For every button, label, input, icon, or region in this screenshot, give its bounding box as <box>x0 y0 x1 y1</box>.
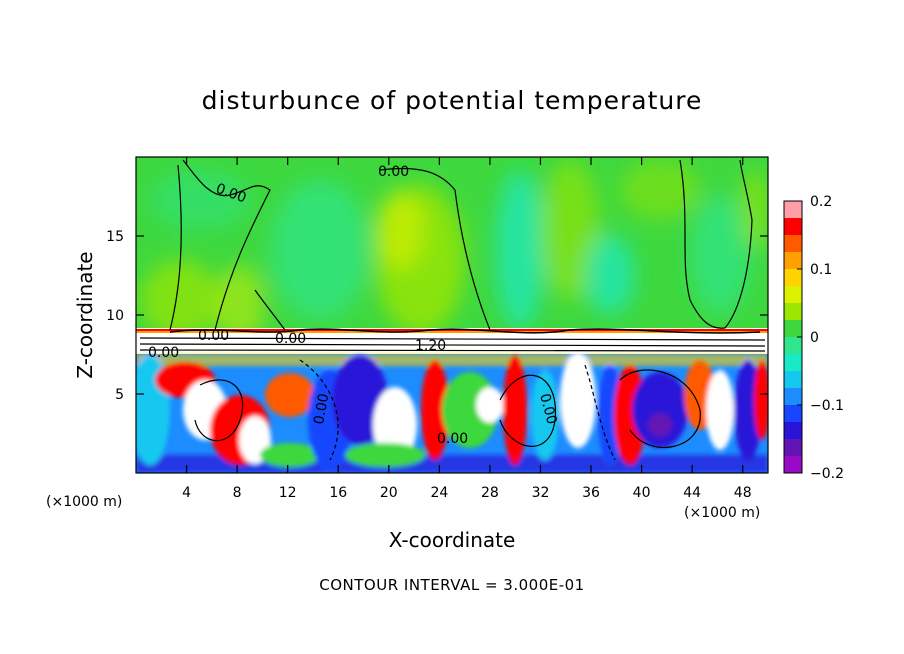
colorbar-tick-label: −0.1 <box>810 398 844 414</box>
contour-label: 0.00 <box>437 431 468 447</box>
colorbar-swatch <box>784 388 802 406</box>
colorbar-swatch <box>784 218 802 236</box>
contour-label: 0.00 <box>378 164 409 180</box>
colorbar-tick-label: 0.2 <box>810 194 832 210</box>
colorbar-swatch <box>784 337 802 355</box>
contour-label: 1.20 <box>415 338 446 354</box>
y-tick-label: 5 <box>115 387 124 403</box>
colorbar-swatch <box>784 303 802 321</box>
y-axis-title: Z-coordinate <box>73 251 97 378</box>
colorbar-tick-label: 0.1 <box>810 262 832 278</box>
contour-interval-note: CONTOUR INTERVAL = 3.000E-01 <box>319 576 585 594</box>
colorbar-swatch <box>784 235 802 253</box>
x-tick-label: 4 <box>182 485 191 501</box>
x-tick-label: 24 <box>430 485 448 501</box>
colorbar-swatch <box>784 405 802 423</box>
colorbar-swatch <box>784 269 802 287</box>
x-tick-label: 44 <box>683 485 701 501</box>
x-tick-label: 40 <box>633 485 651 501</box>
chart-title: disturbunce of potential temperature <box>201 86 703 115</box>
x-tick-label: 12 <box>279 485 297 501</box>
y-tick-label: 15 <box>106 229 124 245</box>
colorbar-swatch <box>784 422 802 440</box>
colorbar-swatch <box>784 320 802 338</box>
colorbar-swatch <box>784 371 802 389</box>
y-tick-label: 10 <box>106 308 124 324</box>
colorbar-swatch <box>784 439 802 457</box>
contour-label: 0.00 <box>275 331 306 347</box>
contour-lines <box>139 159 766 461</box>
x-tick-label: 32 <box>532 485 550 501</box>
contour-label: 0.00 <box>198 328 229 344</box>
colorbar-swatch <box>784 252 802 270</box>
colorbar-tick-label: −0.2 <box>810 466 844 482</box>
colorbar-swatch <box>784 354 802 372</box>
x-axis: 4 8 12 16 20 24 28 32 36 40 44 48 <box>182 157 752 501</box>
x-tick-label: 20 <box>380 485 398 501</box>
contour-label-group: 0.00 0.00 0.00 1.20 0.00 0.00 0.00 0.00 … <box>148 164 560 447</box>
x-tick-label: 8 <box>233 485 242 501</box>
x-tick-label: 16 <box>329 485 347 501</box>
x-tick-label: 48 <box>734 485 752 501</box>
heatmap-field: 0.00 0.00 0.00 1.20 0.00 0.00 0.00 0.00 … <box>136 157 768 473</box>
contour-label: 0.00 <box>536 392 560 426</box>
contour-label: 0.00 <box>148 345 179 361</box>
x-tick-label: 36 <box>582 485 600 501</box>
colorbar: 0.2 0.1 0 −0.1 −0.2 <box>783 194 844 482</box>
colorbar-swatch <box>784 456 802 474</box>
x-axis-title: X-coordinate <box>389 528 516 552</box>
y-axis: 5 10 15 <box>106 229 768 403</box>
x-axis-unit-label-right: (×1000 m) <box>684 505 760 521</box>
x-tick-label: 28 <box>481 485 499 501</box>
colorbar-swatch <box>784 286 802 304</box>
colorbar-tick-label: 0 <box>810 330 819 346</box>
contour-label: 0.00 <box>311 392 332 425</box>
colorbar-swatch <box>784 201 802 219</box>
x-axis-unit-label: (×1000 m) <box>46 494 122 510</box>
